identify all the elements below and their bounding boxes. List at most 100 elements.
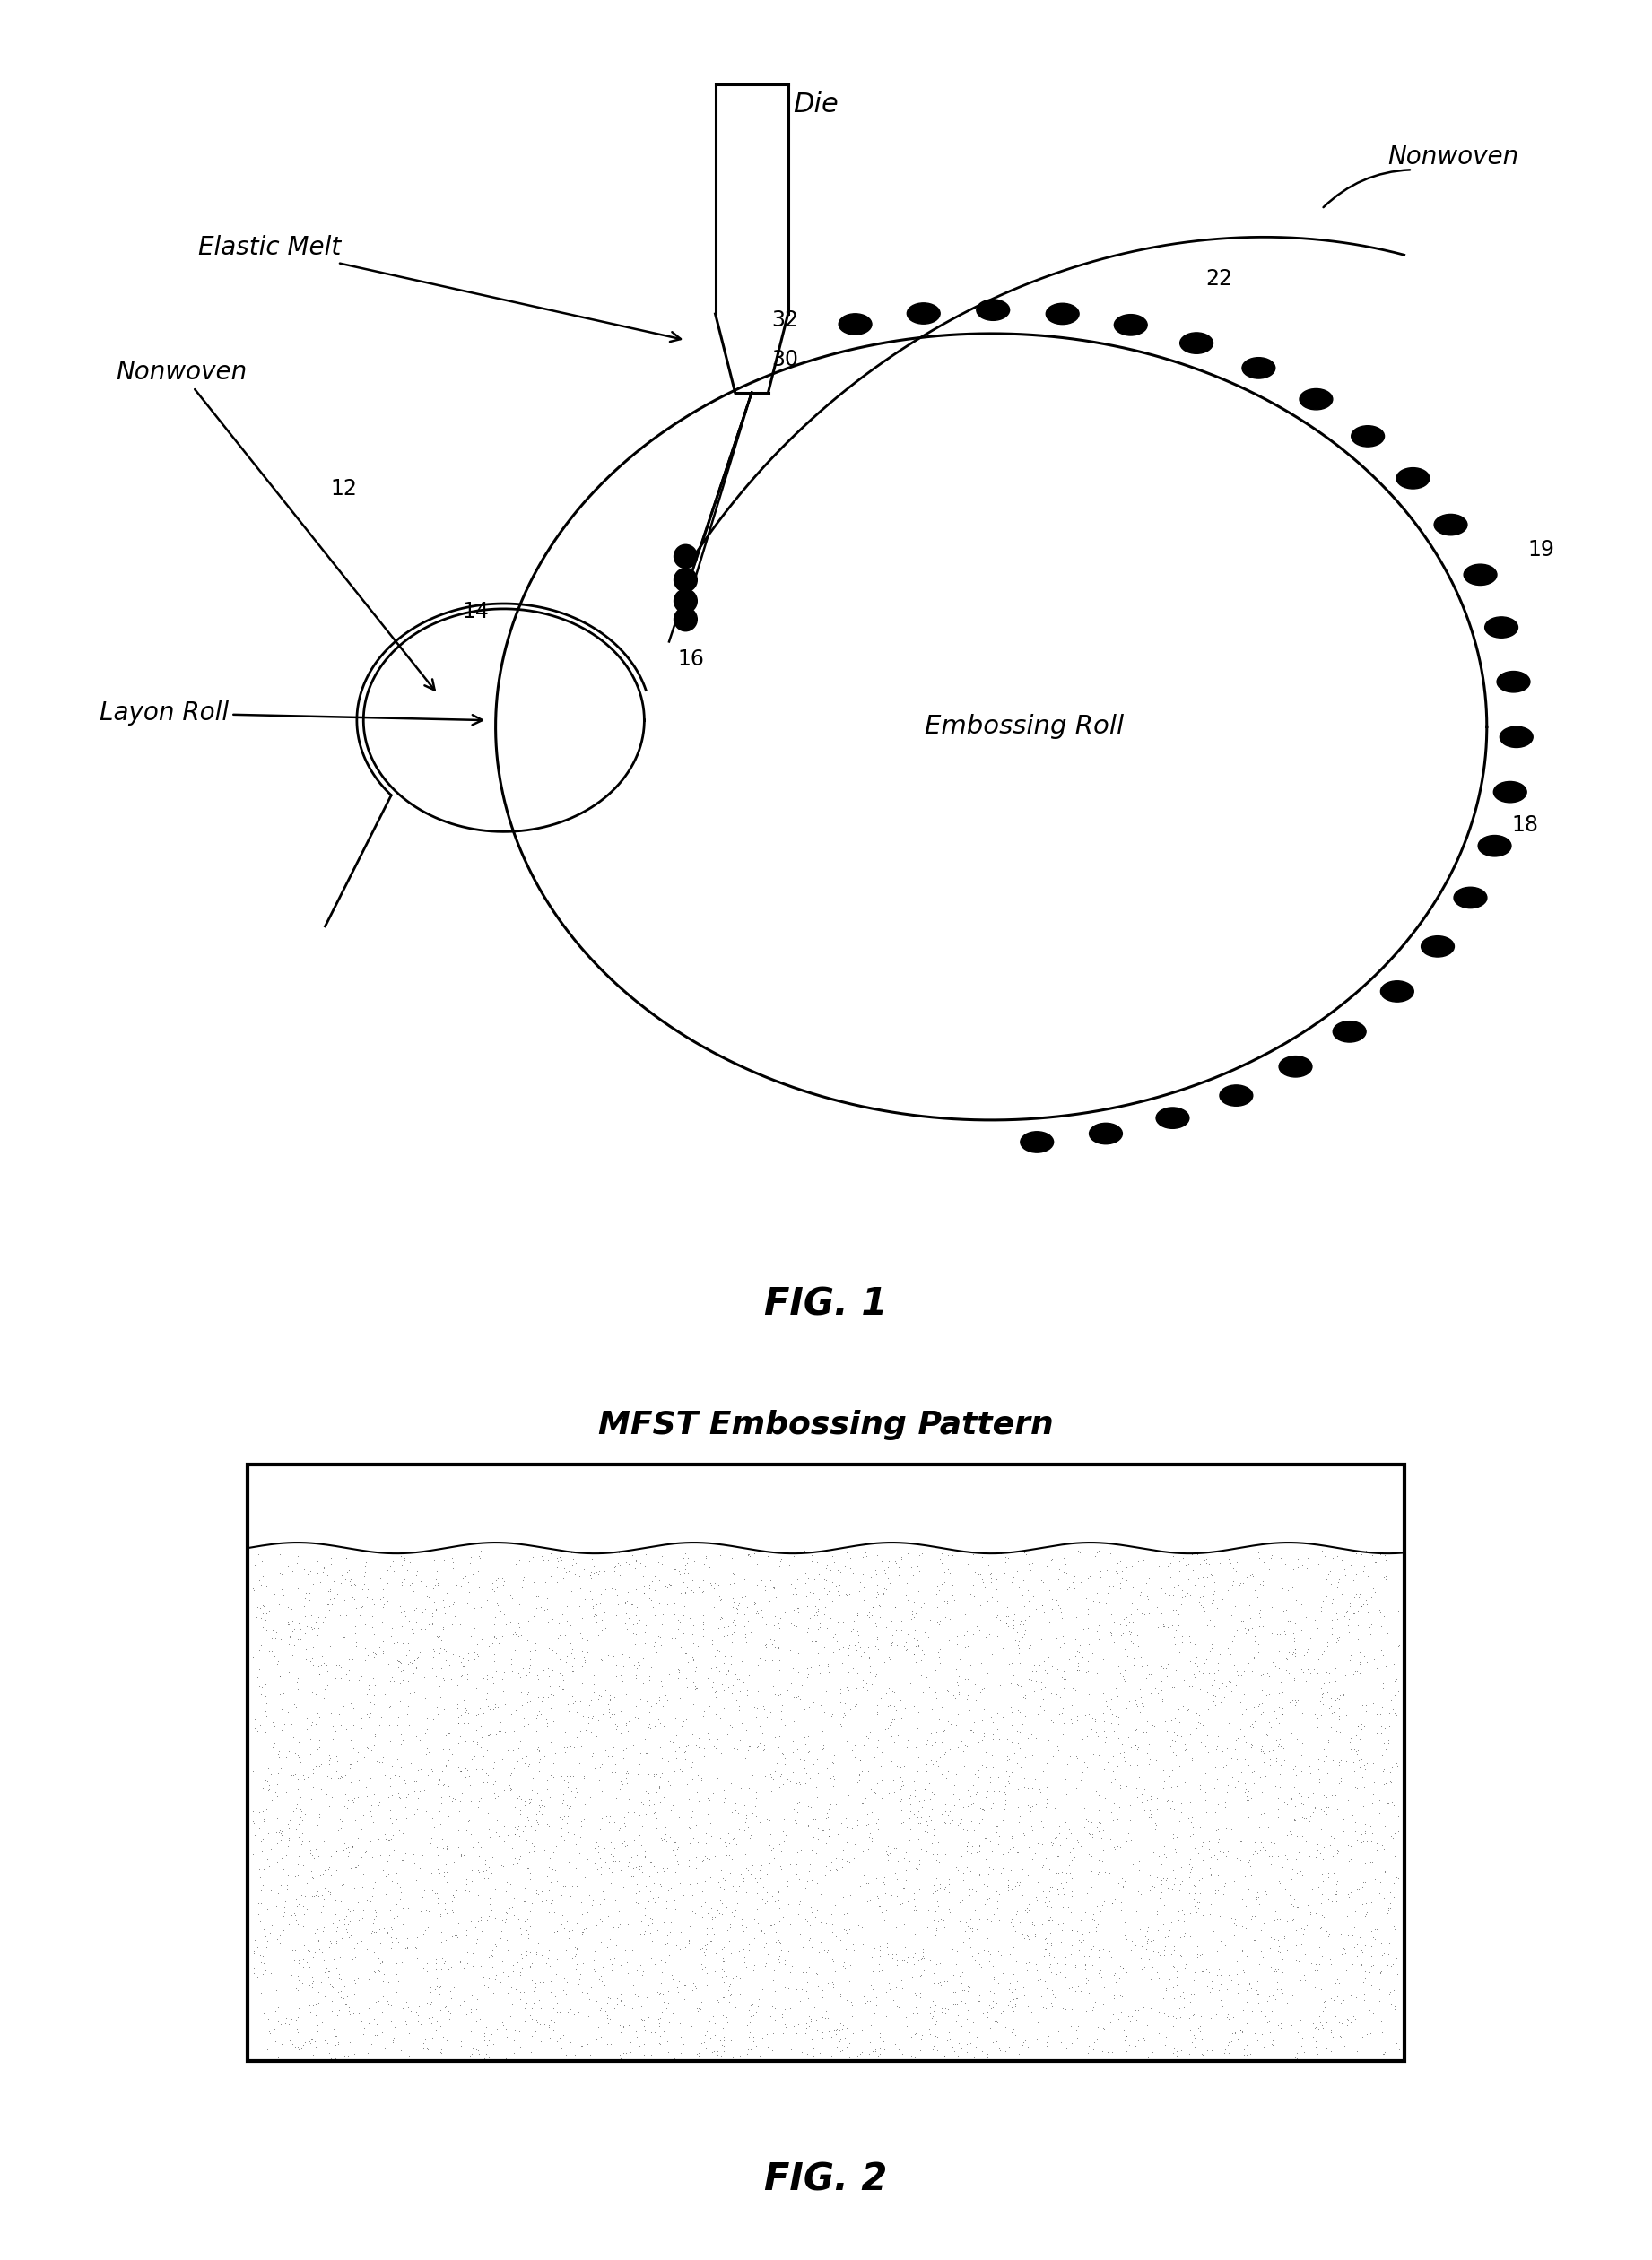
Point [608,1851,634,1887]
Point [1163,1591,1189,1627]
Point [387,1869,413,1905]
Point [312,1776,339,1813]
Point [494,2018,520,2054]
Point [800,1557,826,1593]
Point [811,1589,838,1625]
Point [1284,1582,1310,1618]
Point [748,1591,775,1627]
Point [1138,1923,1165,1959]
Point [1155,1548,1181,1584]
Point [562,1555,588,1591]
Point [512,1539,539,1575]
Point [1351,1770,1378,1806]
Point [1181,1883,1208,1919]
Point [481,2025,507,2061]
Point [1075,1609,1102,1645]
Point [522,1681,548,1718]
Point [671,1966,697,2002]
Point [935,1846,961,1883]
Point [423,1953,449,1989]
Point [676,1727,702,1763]
Point [251,1801,278,1837]
Point [1298,1946,1325,1982]
Point [1037,1914,1064,1950]
Point [383,1885,410,1921]
Point [575,1842,601,1878]
Point [507,2029,534,2066]
Point [349,1840,375,1876]
Point [1236,1842,1262,1878]
Point [1102,1975,1128,2011]
Point [306,1840,332,1876]
Point [616,2007,643,2043]
Point [1208,1684,1234,1720]
Point [1009,1878,1036,1914]
Point [537,1758,563,1794]
Point [387,1643,413,1679]
Point [1350,1824,1376,1860]
Point [1145,1548,1171,1584]
Point [973,1822,999,1858]
Point [765,1955,791,1991]
Point [1341,1580,1368,1616]
Point [747,1641,773,1677]
Point [887,1758,914,1794]
Point [1196,1546,1222,1582]
Point [894,1616,920,1652]
Point [755,1648,781,1684]
Point [793,1566,819,1602]
Point [438,1996,464,2032]
Point [517,1781,544,1817]
Point [456,1767,482,1803]
Point [844,1598,871,1634]
Point [253,1697,279,1733]
Point [256,1772,282,1808]
Point [686,1855,712,1892]
Point [1079,1869,1105,1905]
Ellipse shape [1046,303,1079,325]
Point [1163,1833,1189,1869]
Point [1376,1785,1403,1822]
Point [907,1799,933,1835]
Point [510,1808,537,1844]
Point [699,1566,725,1602]
Point [1280,1616,1307,1652]
Point [1105,1700,1132,1736]
Point [1057,1815,1084,1851]
Point [582,1749,608,1785]
Point [1171,1763,1198,1799]
Point [953,1828,980,1864]
Point [1350,1587,1376,1623]
Point [719,1675,745,1711]
Point [732,1638,758,1675]
Point [259,1611,286,1648]
Point [859,1953,885,1989]
Point [885,1564,912,1600]
Point [724,1681,750,1718]
Point [877,1544,904,1580]
Point [947,1957,973,1993]
Point [1279,1781,1305,1817]
Point [1343,1926,1370,1962]
Point [405,1998,431,2034]
Point [1024,1824,1051,1860]
Point [332,1582,358,1618]
Point [724,1885,750,1921]
Point [263,1620,289,1657]
Point [1260,1869,1287,1905]
Point [1224,1763,1251,1799]
Point [539,1883,565,1919]
Point [735,1727,762,1763]
Point [1272,1652,1298,1688]
Point [1360,1686,1386,1722]
Point [401,1591,428,1627]
Point [919,1774,945,1810]
Point [378,1822,405,1858]
Point [1234,2036,1260,2072]
Point [1100,1605,1127,1641]
Point [1257,1539,1284,1575]
Point [261,1681,287,1718]
Point [1247,1733,1274,1770]
Point [421,1541,448,1577]
Point [692,1930,719,1966]
